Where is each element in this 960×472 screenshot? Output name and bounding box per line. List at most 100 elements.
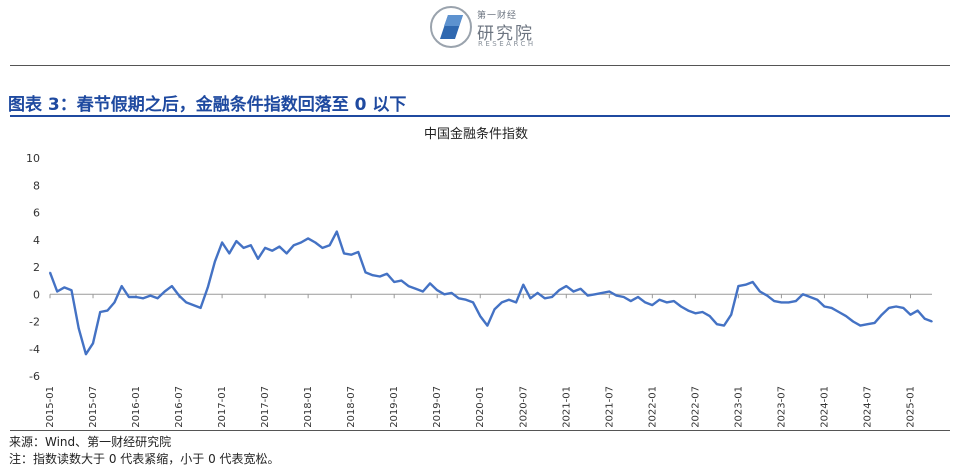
data-point xyxy=(837,311,840,313)
data-point xyxy=(665,301,668,304)
data-point xyxy=(328,244,331,246)
data-point xyxy=(794,300,797,302)
x-tick-label: 2020-07 xyxy=(518,386,529,428)
x-tick-label: 2024-01 xyxy=(819,386,830,428)
data-point xyxy=(529,297,532,300)
data-point xyxy=(515,301,517,304)
data-point xyxy=(171,285,173,287)
data-point xyxy=(56,290,58,293)
data-point xyxy=(479,315,482,317)
logo-name-small: 第一财经 xyxy=(477,11,518,21)
data-point xyxy=(931,320,933,323)
data-point xyxy=(135,296,137,298)
data-point xyxy=(156,297,159,300)
y-tick-label: 4 xyxy=(33,234,40,247)
data-point xyxy=(393,281,395,283)
data-point xyxy=(615,294,618,297)
data-point xyxy=(149,294,152,297)
title-underline xyxy=(10,115,950,117)
data-point xyxy=(565,285,568,287)
data-point xyxy=(214,260,216,263)
data-point xyxy=(163,290,166,293)
data-point xyxy=(128,296,130,298)
logo-name-big: 研究院 xyxy=(477,24,534,44)
x-tick-label: 2016-07 xyxy=(174,386,185,428)
x-tick-label: 2015-07 xyxy=(88,386,99,428)
y-tick-label: 6 xyxy=(33,207,40,220)
logo-name-en: RESEARCH xyxy=(478,40,536,48)
data-point xyxy=(379,275,381,278)
data-point xyxy=(787,301,790,304)
data-point xyxy=(766,294,768,297)
data-point xyxy=(924,317,926,320)
x-tick-label: 2017-07 xyxy=(260,386,271,428)
data-point xyxy=(730,313,733,316)
data-point xyxy=(551,296,553,298)
data-point xyxy=(816,298,819,301)
data-point xyxy=(242,247,245,249)
data-point xyxy=(694,312,697,315)
data-point xyxy=(630,300,632,302)
data-point xyxy=(673,300,675,302)
data-point xyxy=(916,309,919,312)
data-point xyxy=(343,252,345,255)
data-point xyxy=(859,324,862,327)
data-point xyxy=(780,301,783,304)
data-point xyxy=(881,313,883,316)
data-point xyxy=(307,237,309,240)
data-point xyxy=(759,290,761,293)
data-point xyxy=(407,285,410,287)
data-point xyxy=(106,309,109,312)
data-point xyxy=(601,292,603,294)
data-point xyxy=(120,285,123,287)
data-point xyxy=(199,307,202,309)
chart-title: 中国金融条件指数 xyxy=(424,126,528,142)
x-axis: 2015-01 2015-07 2016-01 2016-07 2017-01 2017-… xyxy=(45,293,932,428)
x-tick-label: 2020-01 xyxy=(475,386,486,428)
data-point xyxy=(221,241,223,244)
y-tick-label: 2 xyxy=(33,261,40,274)
data-point xyxy=(142,297,145,300)
data-point xyxy=(465,298,467,301)
data-point xyxy=(902,307,905,309)
data-point xyxy=(802,293,804,296)
x-tick-label: 2018-07 xyxy=(346,386,357,428)
data-point xyxy=(486,324,489,327)
x-tick-label: 2018-01 xyxy=(303,386,314,428)
data-point xyxy=(99,311,101,313)
data-point xyxy=(257,258,259,260)
x-tick-label: 2021-01 xyxy=(561,386,572,428)
data-point xyxy=(386,273,388,275)
data-point xyxy=(701,311,704,313)
footnote: 注：指数读数大于 0 代表紧缩，小于 0 代表宽松。 xyxy=(9,452,280,466)
data-point xyxy=(336,230,338,233)
data-point xyxy=(579,288,582,290)
y-tick-label: 10 xyxy=(26,152,40,165)
data-point xyxy=(543,297,546,300)
data-point xyxy=(300,241,302,244)
data-point xyxy=(113,301,116,304)
data-point xyxy=(594,293,596,296)
data-point xyxy=(895,305,897,308)
source-note: 来源：Wind、第一财经研究院 xyxy=(9,435,172,449)
data-point xyxy=(77,327,80,330)
y-tick-label: -4 xyxy=(29,343,40,356)
footer-divider xyxy=(10,430,950,431)
data-point xyxy=(723,324,725,327)
data-point xyxy=(658,298,661,301)
data-point xyxy=(371,274,374,276)
data-point xyxy=(185,301,188,304)
x-tick-label: 2022-07 xyxy=(690,386,701,428)
data-point xyxy=(422,290,424,293)
data-point xyxy=(873,322,876,324)
data-point xyxy=(264,247,266,249)
data-point xyxy=(773,300,776,302)
data-point xyxy=(909,313,912,316)
data-point xyxy=(687,309,689,312)
data-point xyxy=(228,252,231,255)
data-point xyxy=(651,304,654,306)
data-point xyxy=(608,290,611,293)
x-tick-label: 2024-07 xyxy=(862,386,873,428)
data-point xyxy=(852,320,854,323)
